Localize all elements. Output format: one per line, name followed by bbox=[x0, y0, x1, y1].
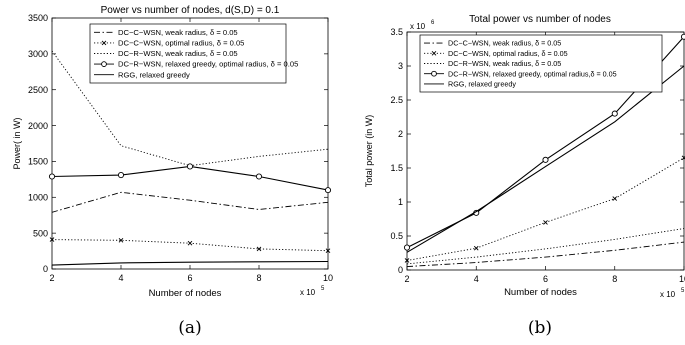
x-multiplier: x 10 bbox=[300, 288, 316, 297]
chart-a: Power vs number of nodes, d(S,D) = 0.1 2 4… bbox=[12, 5, 333, 338]
series-line-2 bbox=[51, 239, 329, 252]
data-point-cross bbox=[681, 155, 685, 161]
y-tick-label: 3500 bbox=[28, 13, 48, 23]
y-multiplier: x 10 bbox=[410, 22, 426, 31]
x-tick-label: 8 bbox=[612, 274, 617, 284]
x-axis-label: Number of nodes bbox=[504, 287, 577, 298]
figure-caption: (a) bbox=[178, 318, 201, 338]
x-multiplier-exponent: 5 bbox=[321, 286, 325, 292]
series-line-5 bbox=[51, 260, 329, 266]
x-tick-label: 2 bbox=[404, 274, 409, 284]
series-line-3 bbox=[406, 228, 685, 265]
y-tick-label: 1500 bbox=[28, 157, 48, 167]
legend-box bbox=[419, 34, 663, 93]
legend-box bbox=[89, 23, 287, 84]
y-tick-label: 1.5 bbox=[390, 163, 403, 173]
y-tick-label: 3.5 bbox=[390, 27, 403, 37]
legend-label: DC−R−WSN, relaxed greedy, optimal radius… bbox=[448, 69, 617, 78]
data-point-cross bbox=[404, 258, 410, 263]
data-point-circle bbox=[255, 173, 263, 180]
y-tick-label: 500 bbox=[33, 228, 48, 238]
y-tick-label: 2.5 bbox=[390, 95, 403, 105]
series-line-1 bbox=[406, 241, 685, 268]
data-point-circle bbox=[117, 172, 125, 179]
legend-marker-cross bbox=[101, 40, 107, 46]
y-tick-label: 1000 bbox=[28, 192, 48, 202]
legend-label: DC−C−WSN, optimal radius, δ = 0.05 bbox=[118, 39, 244, 48]
y-axis-label: Total power (in W) bbox=[364, 115, 374, 188]
data-point-circle bbox=[403, 244, 411, 251]
data-point-cross bbox=[118, 237, 124, 243]
x-tick-label: 4 bbox=[474, 274, 479, 284]
legend-label: DC−C−WSN, weak radius, δ = 0.05 bbox=[118, 28, 238, 37]
chart-title: Total power vs number of nodes bbox=[469, 14, 611, 25]
legend-label: DC−C−WSN, optimal radius, δ = 0.05 bbox=[448, 49, 568, 58]
x-tick-label: 2 bbox=[49, 273, 54, 283]
data-point-cross bbox=[473, 245, 479, 251]
data-point-cross bbox=[612, 196, 618, 201]
series-line-1 bbox=[51, 191, 329, 213]
x-axis-label: Number of nodes bbox=[149, 288, 222, 299]
data-point-cross bbox=[49, 237, 55, 242]
x-tick-label: 10 bbox=[323, 273, 333, 283]
y-tick-label: 3000 bbox=[28, 49, 48, 59]
data-point-cross bbox=[256, 246, 262, 252]
y-tick-label: 0.5 bbox=[390, 231, 403, 241]
legend-label: RGG, relaxed greedy bbox=[118, 70, 190, 79]
y-multiplier-exponent: 6 bbox=[431, 20, 435, 26]
x-multiplier: x 10 bbox=[660, 290, 676, 299]
y-tick-label: 2 bbox=[398, 129, 403, 139]
figure-caption: (b) bbox=[528, 318, 552, 338]
x-tick-label: 8 bbox=[256, 273, 261, 283]
chart-title: Power vs number of nodes, d(S,D) = 0.1 bbox=[101, 5, 280, 16]
x-tick-label: 10 bbox=[679, 274, 685, 284]
x-tick-label: 6 bbox=[543, 274, 548, 284]
data-point-cross bbox=[543, 220, 548, 225]
series-line-5 bbox=[406, 65, 685, 253]
legend-marker-circle bbox=[101, 61, 107, 67]
data-point-cross bbox=[187, 240, 193, 246]
chart-b: Total power vs number of nodes 2 4 6 8 10 0 0.5… bbox=[364, 14, 685, 338]
data-point-circle bbox=[680, 33, 685, 40]
x-multiplier-exponent: 5 bbox=[681, 288, 685, 294]
legend-label: RGG, relaxed greedy bbox=[448, 80, 516, 89]
legend-marker-circle bbox=[431, 70, 437, 77]
legend-marker-cross bbox=[431, 50, 437, 56]
y-tick-label: 3 bbox=[398, 61, 403, 71]
y-tick-label: 0 bbox=[398, 265, 403, 275]
series-line-4 bbox=[51, 165, 329, 191]
series-line-2 bbox=[406, 157, 685, 261]
x-tick-label: 4 bbox=[118, 273, 123, 283]
legend-label: DC−R−WSN, weak radius, δ = 0.05 bbox=[448, 59, 561, 68]
y-tick-label: 1 bbox=[398, 197, 403, 207]
data-point-cross bbox=[325, 248, 331, 254]
data-point-circle bbox=[324, 187, 332, 194]
y-tick-label: 0 bbox=[43, 264, 48, 274]
y-axis-label: Power( in W) bbox=[12, 117, 22, 169]
legend-label: DC−C−WSN, weak radius, δ = 0.05 bbox=[448, 39, 561, 48]
data-point-circle bbox=[542, 156, 549, 163]
y-tick-label: 2500 bbox=[28, 85, 48, 95]
data-point-circle bbox=[48, 173, 56, 180]
x-tick-label: 6 bbox=[187, 273, 192, 283]
data-point-circle bbox=[611, 110, 618, 117]
legend-label: DC−R−WSN, relaxed greedy, optimal radius… bbox=[118, 60, 298, 69]
data-point-circle bbox=[186, 163, 194, 170]
legend-label: DC−R−WSN, weak radius, δ = 0.05 bbox=[118, 49, 238, 58]
y-tick-label: 2000 bbox=[28, 121, 48, 131]
